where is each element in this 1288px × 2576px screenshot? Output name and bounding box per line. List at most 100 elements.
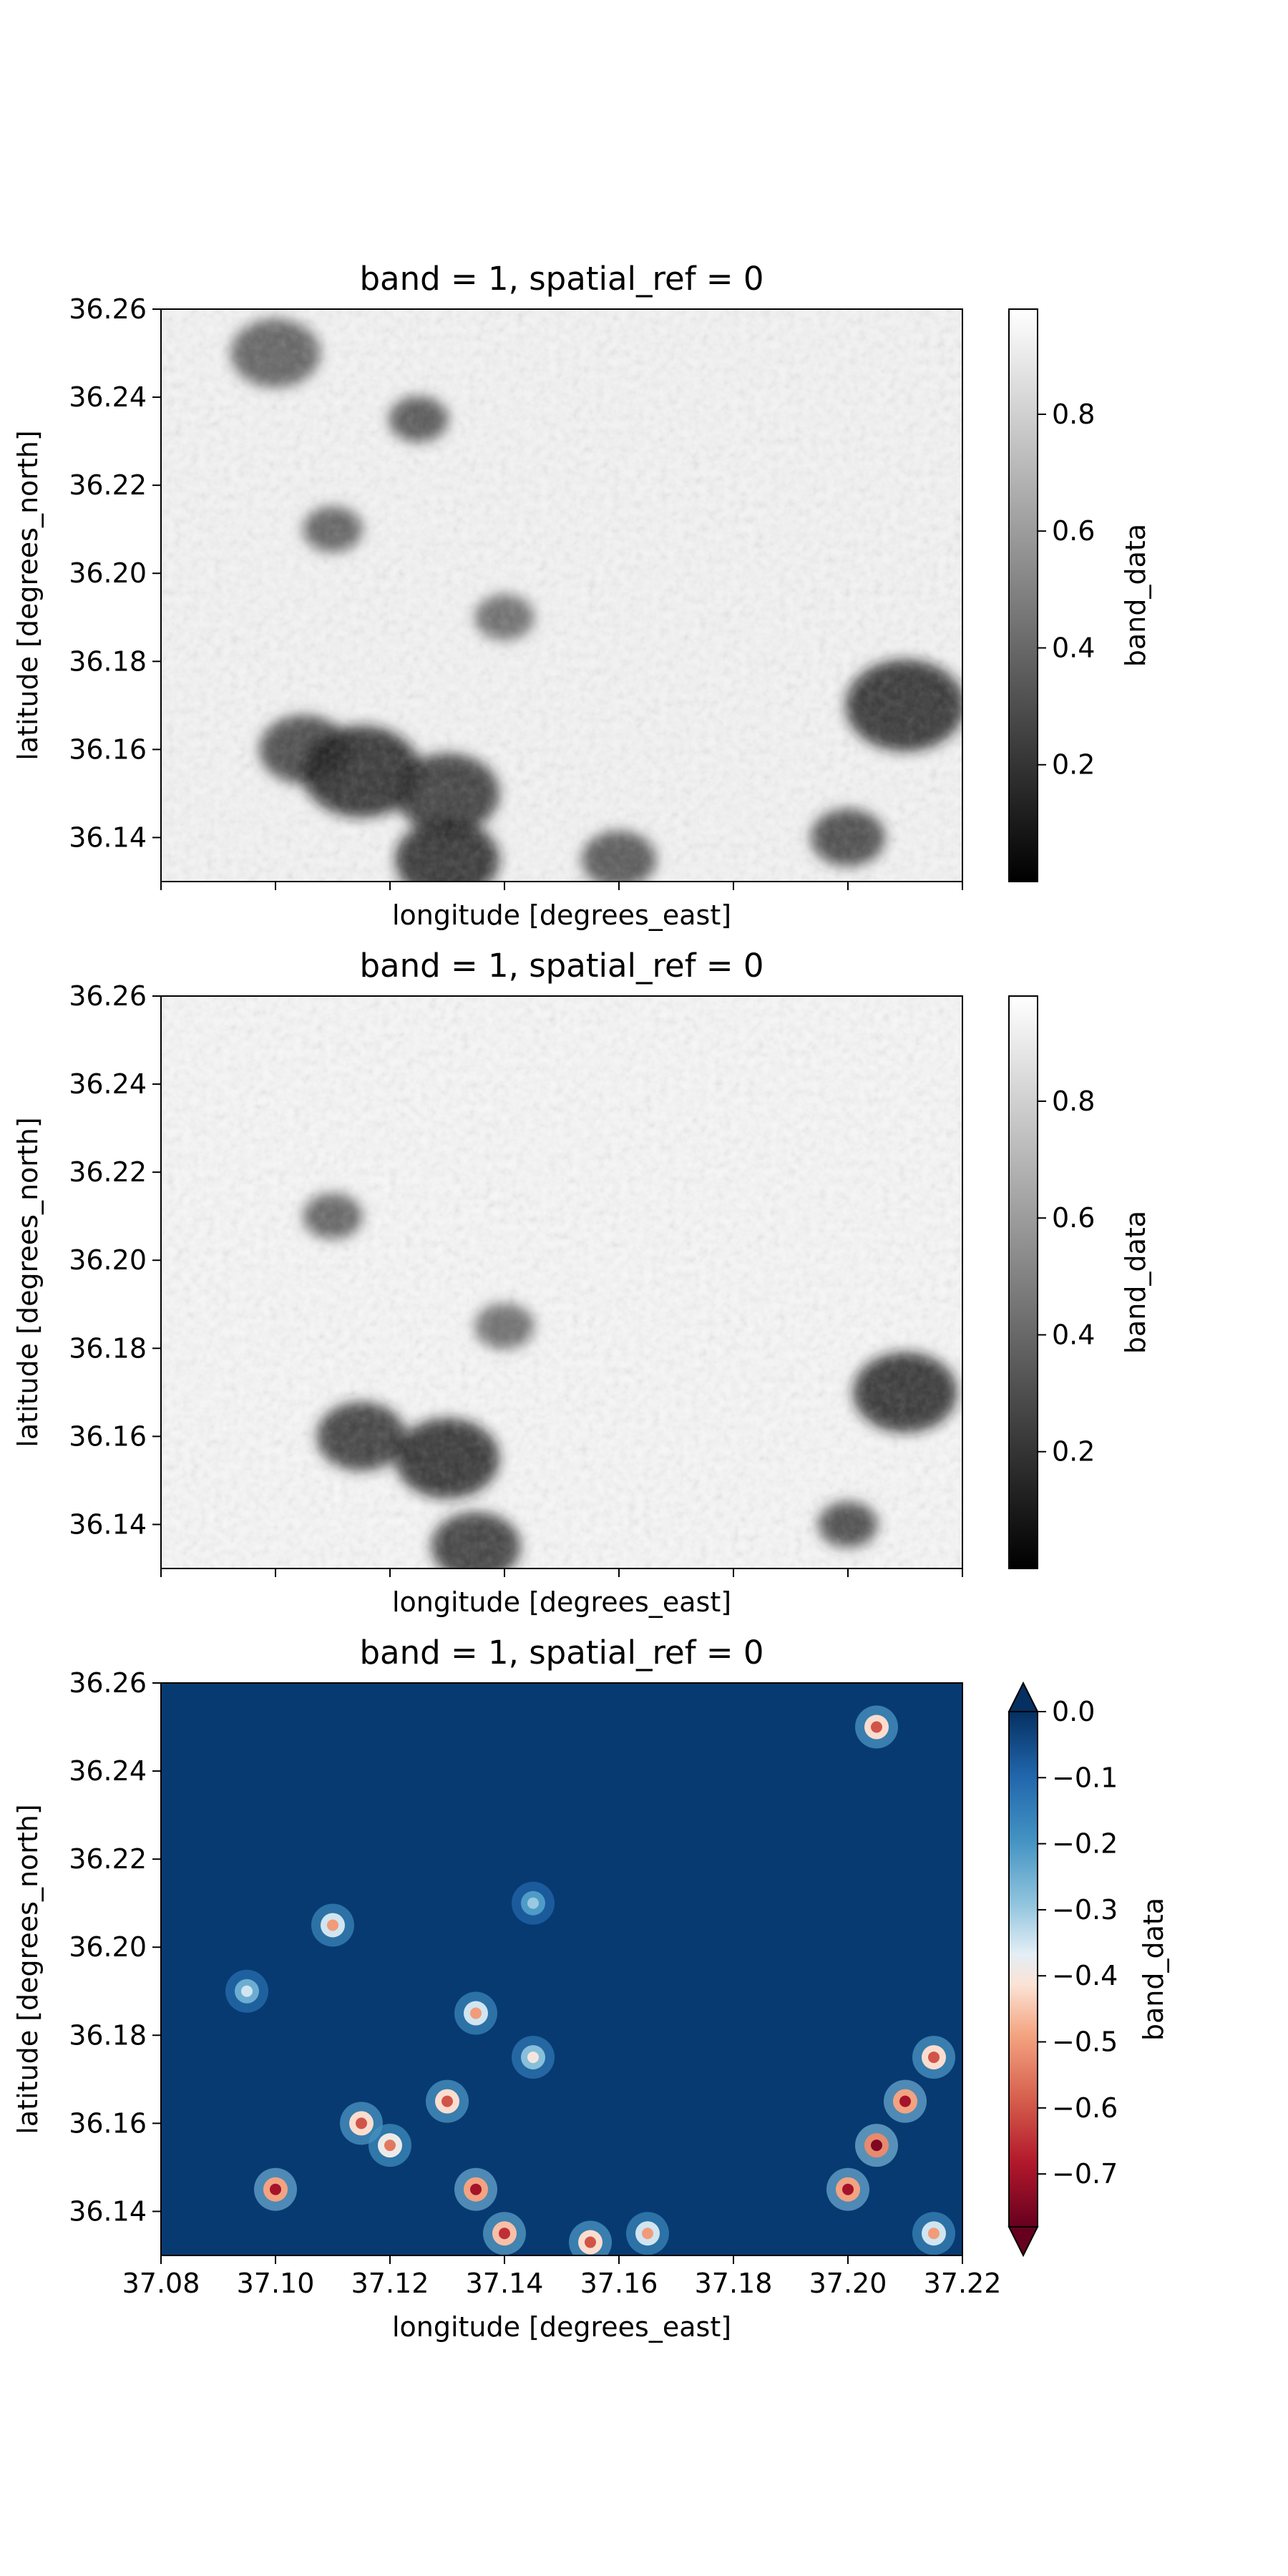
y-tick-label: 36.24 [69,1755,147,1787]
x-tick-label: 37.08 [122,2268,200,2299]
hotspot-4 [426,2079,469,2123]
colorbar-tick-label: 0.8 [1052,399,1095,430]
y-tick-label: 36.18 [69,1332,147,1364]
colorbar-tick-label: −0.5 [1052,2026,1118,2058]
colorbar-tick-label: −0.4 [1052,1960,1118,1991]
panel-3-y-axis: 36.14 36.16 36.18 36.20 36.22 36.24 36.26 [69,1667,161,2227]
panel-3-colorbar-ticks: 0.0 −0.1 −0.2 −0.3 −0.4 −0.5 −0.6 −0.7 [1038,1696,1118,2190]
panel-3-plot-frame [160,1682,963,2256]
hotspot-11 [912,2036,955,2079]
panel-3-y-axis-label: latitude [degrees_north] [12,1804,44,2134]
hotspot-5 [454,2167,497,2211]
panel-2-colorbar [1008,995,1038,1569]
y-tick-label: 36.26 [69,1667,147,1699]
panel-2-plot-frame [160,995,963,1569]
colorbar-tick-label: 0.6 [1052,515,1095,547]
colorbar-tick-label: 0.2 [1052,1436,1095,1468]
hotspot-8 [626,2212,669,2255]
x-tick-label: 37.14 [466,2268,544,2299]
colorbar-tick-label: −0.2 [1052,1828,1118,1860]
hotspot-19 [512,1881,555,1925]
panel-1-y-axis-label: latitude [degrees_north] [12,430,44,760]
hotspot-13 [912,2212,955,2255]
hotspot-6 [483,2212,526,2255]
hotspot-12 [855,2124,898,2167]
panel-2-y-axis-label: latitude [degrees_north] [12,1117,44,1447]
panel-3-colorbar-extend-bottom [1008,2226,1039,2258]
panel-1-colorbar-label: band_data [1120,524,1151,667]
y-tick-label: 36.16 [69,733,147,765]
y-tick-label: 36.16 [69,2107,147,2139]
hotspot-1 [254,2167,297,2211]
panel-3-title: band = 1, spatial_ref = 0 [359,1634,763,1672]
hotspot-18 [225,1969,268,2013]
colorbar-tick-label: 0.8 [1052,1085,1095,1117]
colorbar-tick-label: 0.2 [1052,749,1095,781]
hotspot-3 [369,2124,411,2167]
panel-1-colorbar [1008,308,1038,882]
y-tick-label: 36.20 [69,557,147,589]
hotspot-10 [884,2079,927,2123]
hotspot-16 [512,2036,555,2079]
panel-3-x-axis: 37.08 37.10 37.12 37.14 37.16 37.18 37.20 37.22 [122,2255,1002,2299]
panel-1-x-axis-label: longitude [degrees_east] [392,899,731,931]
hotspot-14 [855,1705,898,1749]
panel-2-x-axis-label: longitude [degrees_east] [392,1586,731,1618]
panel-1-x-axis [160,882,963,890]
y-tick-label: 36.18 [69,2019,147,2051]
panel-3-x-axis-label: longitude [degrees_east] [392,2311,731,2343]
y-tick-label: 36.20 [69,1931,147,1963]
hotspot-7 [569,2220,612,2255]
hotspot-17 [454,1991,497,2035]
y-tick-label: 36.14 [69,2195,147,2227]
panel-1-colorbar-ticks: 0.2 0.4 0.6 0.8 [1038,399,1095,781]
y-tick-label: 36.18 [69,645,147,677]
panel-2-colorbar-label: band_data [1120,1211,1151,1354]
panel-3-raster-background [161,1683,962,2255]
y-tick-label: 36.22 [69,1843,147,1875]
colorbar-tick-label: −0.6 [1052,2092,1118,2124]
panel-2-title: band = 1, spatial_ref = 0 [359,947,763,985]
y-tick-label: 36.24 [69,381,147,413]
panel-2-raster-texture [161,996,962,1568]
panel-1-title: band = 1, spatial_ref = 0 [359,260,763,298]
panel-2-colorbar-ticks: 0.2 0.4 0.6 0.8 [1038,1085,1095,1468]
panel-1-y-axis: 36.14 36.16 36.18 36.20 36.22 36.24 36.26 [69,293,161,853]
panel-1-raster-texture [161,309,962,882]
colorbar-tick-label: −0.7 [1052,2158,1118,2190]
colorbar-tick-label: 0.4 [1052,632,1095,663]
y-tick-label: 36.22 [69,1156,147,1188]
y-tick-label: 36.24 [69,1068,147,1100]
colorbar-tick-label: −0.1 [1052,1762,1118,1793]
x-tick-label: 37.10 [237,2268,315,2299]
colorbar-tick-label: 0.0 [1052,1696,1095,1727]
panel-3: band = 1, spatial_ref = 0 37.08 37.10 37.1… [12,1634,1169,2343]
colorbar-tick-label: −0.3 [1052,1894,1118,1926]
hotspot-15 [311,1903,354,1947]
y-tick-label: 36.14 [69,821,147,853]
x-tick-label: 37.22 [924,2268,1002,2299]
panel-3-hotspots [225,1705,955,2255]
panel-1-plot-frame [160,308,963,882]
colorbar-tick-label: 0.6 [1052,1202,1095,1234]
panel-2: band = 1, spatial_ref = 0 36.1436.1636.1… [12,947,1151,1618]
y-tick-label: 36.14 [69,1508,147,1540]
hotspot-9 [826,2167,869,2211]
colorbar-tick-label: 0.4 [1052,1319,1095,1350]
panel-1: band = 1, spatial_ref = 0 36.1436.1636.1… [12,260,1151,931]
x-tick-label: 37.20 [809,2268,887,2299]
x-tick-label: 37.16 [580,2268,658,2299]
y-tick-label: 36.26 [69,980,147,1012]
x-tick-label: 37.18 [695,2268,773,2299]
panel-2-x-axis [160,1568,963,1577]
y-tick-label: 36.20 [69,1244,147,1276]
x-tick-label: 37.12 [351,2268,429,2299]
panel-2-y-axis: 36.14 36.16 36.18 36.20 36.22 36.24 36.26 [69,980,161,1540]
panel-3-colorbar-label: band_data [1138,1898,1169,2041]
y-tick-label: 36.26 [69,293,147,325]
panel-3-colorbar [1008,1711,1038,2228]
y-tick-label: 36.22 [69,469,147,501]
y-tick-label: 36.16 [69,1420,147,1452]
panel-3-colorbar-extend-top [1008,1681,1039,1712]
